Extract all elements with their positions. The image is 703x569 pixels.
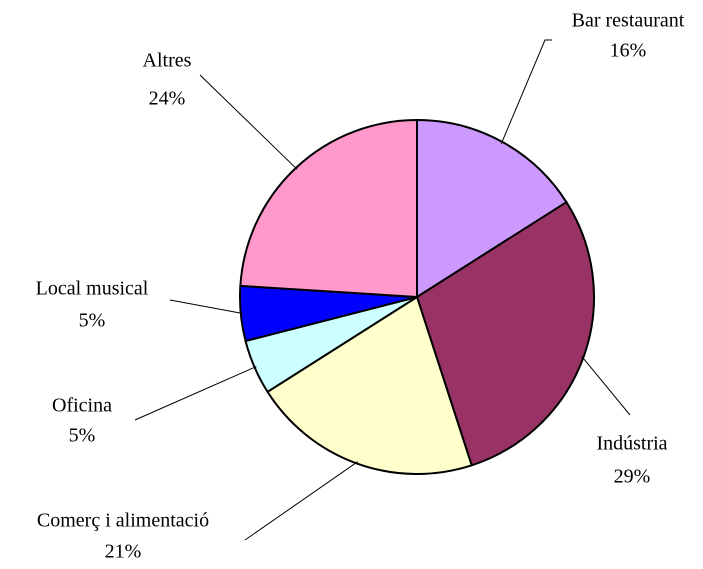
slice-value-label: 29% [614,466,651,488]
slice-label: Local musical [36,278,149,300]
slice-value-label: 16% [610,40,647,62]
slice-value-label: 21% [105,541,142,563]
slice-value-label: 5% [69,425,96,447]
leader-line [500,39,552,144]
pie-slice [239,119,418,298]
leader-line [199,74,298,170]
leader-line [134,366,257,421]
slice-label: Altres [143,50,192,72]
slice-value-label: 24% [149,88,186,110]
pie-slice [416,201,595,467]
slice-value-label: 5% [79,310,106,332]
slice-label: Indústria [596,433,667,455]
slice-label: Oficina [52,395,112,417]
pie-slice [266,296,473,475]
slice-label: Comerç i alimentació [37,510,209,532]
leader-line [169,299,243,314]
leader-line [244,461,359,541]
slice-label: Bar restaurant [572,10,685,32]
leader-line [581,355,631,416]
